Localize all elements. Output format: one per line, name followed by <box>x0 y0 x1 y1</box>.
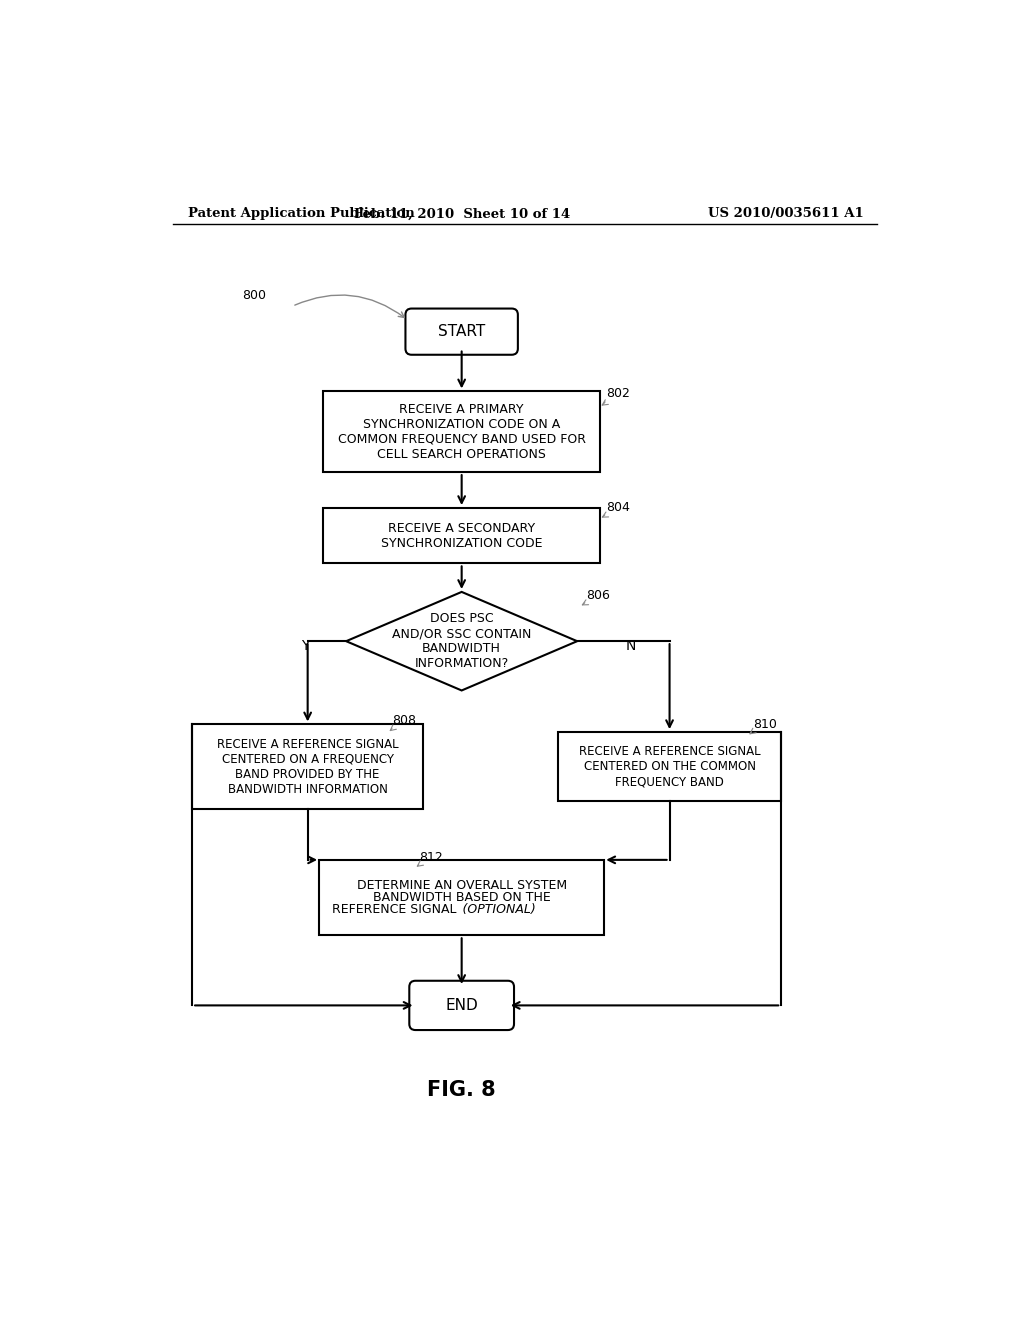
Text: 810: 810 <box>753 718 776 731</box>
Text: RECEIVE A PRIMARY
SYNCHRONIZATION CODE ON A
COMMON FREQUENCY BAND USED FOR
CELL : RECEIVE A PRIMARY SYNCHRONIZATION CODE O… <box>338 403 586 461</box>
Text: START: START <box>438 325 485 339</box>
Text: RECEIVE A SECONDARY
SYNCHRONIZATION CODE: RECEIVE A SECONDARY SYNCHRONIZATION CODE <box>381 521 543 549</box>
Text: 812: 812 <box>419 850 443 863</box>
FancyBboxPatch shape <box>406 309 518 355</box>
Text: DOES PSC
AND/OR SSC CONTAIN
BANDWIDTH
INFORMATION?: DOES PSC AND/OR SSC CONTAIN BANDWIDTH IN… <box>392 612 531 671</box>
Text: RECEIVE A REFERENCE SIGNAL
CENTERED ON THE COMMON
FREQUENCY BAND: RECEIVE A REFERENCE SIGNAL CENTERED ON T… <box>579 746 761 788</box>
Text: 806: 806 <box>587 589 610 602</box>
Text: N: N <box>626 639 636 652</box>
Text: US 2010/0035611 A1: US 2010/0035611 A1 <box>708 207 864 220</box>
Text: BANDWIDTH BASED ON THE: BANDWIDTH BASED ON THE <box>373 891 551 904</box>
Text: END: END <box>445 998 478 1012</box>
Text: (OPTIONAL): (OPTIONAL) <box>460 903 536 916</box>
Text: Patent Application Publication: Patent Application Publication <box>188 207 415 220</box>
Text: REFERENCE SIGNAL: REFERENCE SIGNAL <box>332 903 460 916</box>
Text: DETERMINE AN OVERALL SYSTEM: DETERMINE AN OVERALL SYSTEM <box>356 879 566 892</box>
Bar <box>193 725 423 809</box>
Text: 802: 802 <box>606 387 631 400</box>
Text: Feb. 11, 2010  Sheet 10 of 14: Feb. 11, 2010 Sheet 10 of 14 <box>353 207 569 220</box>
Text: RECEIVE A REFERENCE SIGNAL
CENTERED ON A FREQUENCY
BAND PROVIDED BY THE
BANDWIDT: RECEIVE A REFERENCE SIGNAL CENTERED ON A… <box>217 738 398 796</box>
Text: 800: 800 <box>243 289 266 301</box>
Text: 804: 804 <box>606 502 631 513</box>
Bar <box>558 733 781 801</box>
Bar <box>323 508 600 564</box>
Text: FIG. 8: FIG. 8 <box>427 1080 496 1100</box>
Text: 808: 808 <box>392 714 417 727</box>
Text: Y: Y <box>301 639 310 652</box>
FancyBboxPatch shape <box>410 981 514 1030</box>
Bar <box>323 391 600 473</box>
Bar <box>319 859 604 936</box>
Polygon shape <box>346 591 578 690</box>
